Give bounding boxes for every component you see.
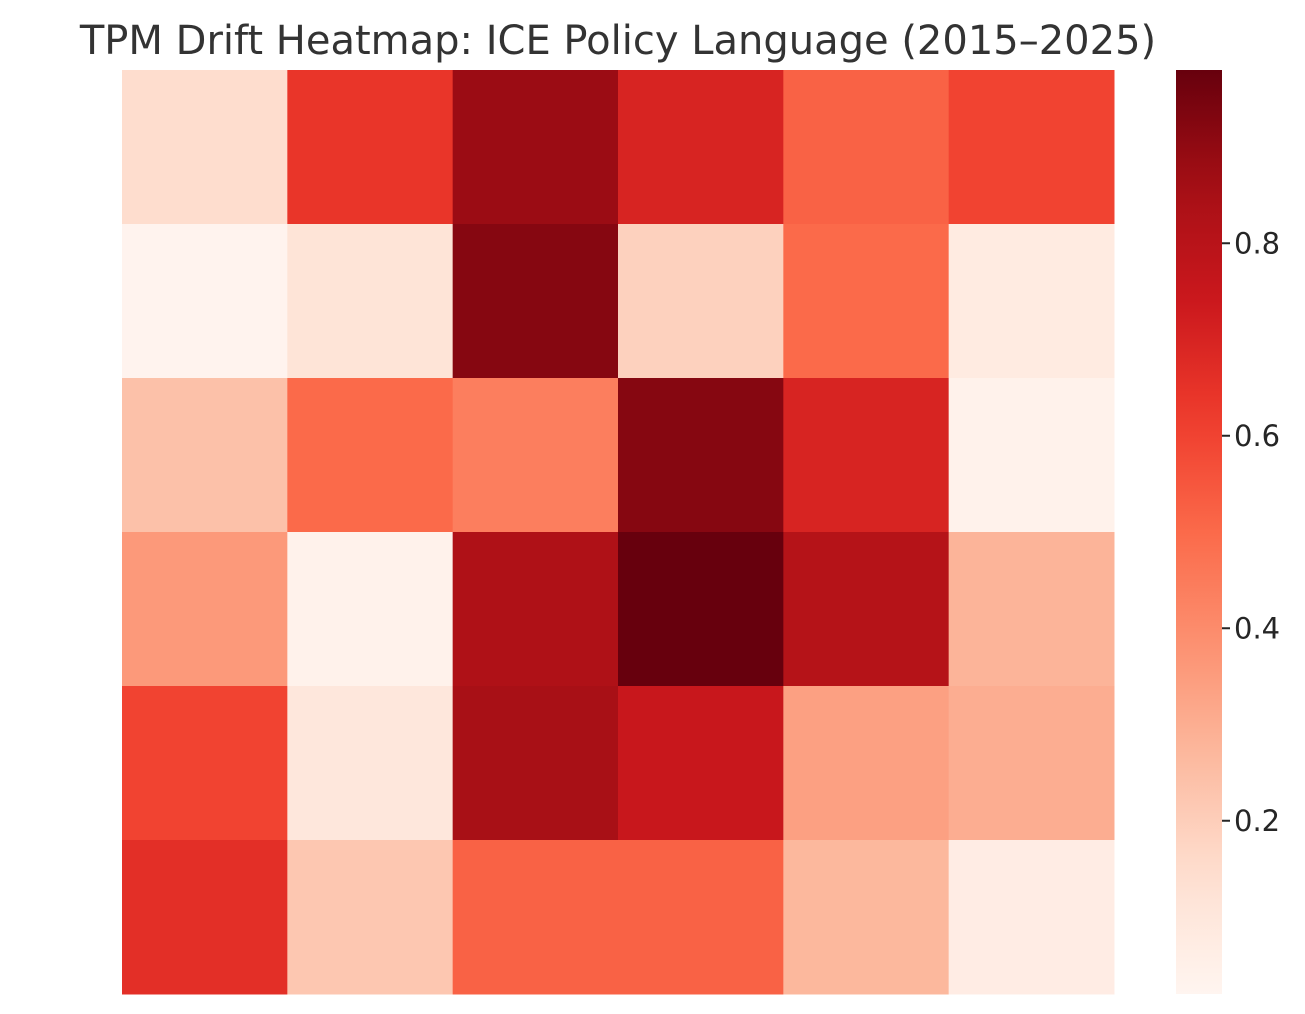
- heatmap-cell-r4-c4: [783, 686, 950, 841]
- heatmap-cell-r3-c5: [948, 532, 1115, 687]
- heatmap-cell-r3-c2: [452, 532, 619, 687]
- colorbar-tick-label: 0.4: [1234, 611, 1280, 645]
- heatmap-cell-r2-c2: [452, 378, 619, 533]
- heatmap-cell-r1-c4: [783, 224, 950, 379]
- heatmap-cell-r0-c5: [948, 70, 1115, 225]
- chart-title: TPM Drift Heatmap: ICE Policy Language (…: [79, 18, 1156, 64]
- heatmap-cell-r2-c1: [287, 378, 454, 533]
- heatmap-cell-r5-c3: [618, 840, 784, 995]
- heatmap-cell-r4-c0: [122, 686, 288, 841]
- heatmap-cell-r0-c3: [618, 70, 784, 225]
- colorbar-tick-label: 0.6: [1234, 419, 1280, 453]
- heatmap-cell-r5-c5: [948, 840, 1115, 995]
- heatmap-cell-r1-c3: [618, 224, 784, 379]
- heatmap-cell-r3-c1: [287, 532, 454, 687]
- heatmap-cell-r4-c5: [948, 686, 1115, 841]
- heatmap-cell-r0-c0: [122, 70, 288, 225]
- heatmap-cell-r1-c2: [452, 224, 619, 379]
- heatmap-cell-r0-c1: [287, 70, 454, 225]
- heatmap-cell-r3-c3: [618, 532, 784, 687]
- colorbar: [1176, 70, 1222, 994]
- heatmap-cell-r0-c2: [452, 70, 619, 225]
- heatmap-cell-r3-c4: [783, 532, 950, 687]
- heatmap-cell-r2-c4: [783, 378, 950, 533]
- heatmap-cell-r2-c0: [122, 378, 288, 533]
- heatmap-cell-r2-c5: [948, 378, 1115, 533]
- colorbar-tick-label: 0.8: [1234, 226, 1280, 260]
- heatmap-cell-r5-c0: [122, 840, 288, 995]
- heatmap-cells: [122, 70, 1115, 995]
- heatmap-cell-r4-c1: [287, 686, 454, 841]
- heatmap-cell-r1-c1: [287, 224, 454, 379]
- heatmap-cell-r1-c0: [122, 224, 288, 379]
- heatmap-cell-r0-c4: [783, 70, 950, 225]
- heatmap-cell-r4-c2: [452, 686, 619, 841]
- heatmap-cell-r5-c4: [783, 840, 950, 995]
- heatmap-cell-r1-c5: [948, 224, 1115, 379]
- heatmap-cell-r4-c3: [618, 686, 784, 841]
- colorbar-tick-label: 0.2: [1234, 804, 1280, 838]
- heatmap-cell-r5-c1: [287, 840, 454, 995]
- heatmap-cell-r5-c2: [452, 840, 619, 995]
- heatmap-cell-r3-c0: [122, 532, 288, 687]
- heatmap-cell-r2-c3: [618, 378, 784, 533]
- colorbar-ticks: 0.2 0.4 0.6 0.8: [1222, 226, 1280, 838]
